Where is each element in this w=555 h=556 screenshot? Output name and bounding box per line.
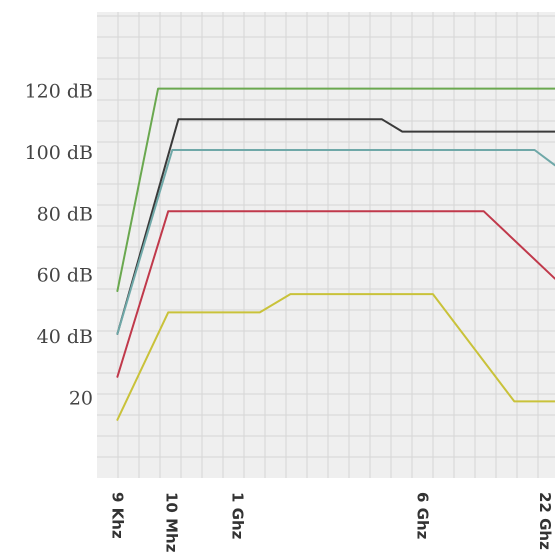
x-tick-label: 9 Khz	[108, 492, 126, 539]
series-group	[116, 87, 555, 421]
x-tick-label: 1 Ghz	[228, 492, 246, 540]
x-tick-label: 22 Ghz	[536, 492, 554, 550]
x-tick-label: 10 Mhz	[162, 492, 180, 553]
y-tick-label: 80 dB	[37, 203, 93, 225]
series-line-3	[116, 149, 555, 335]
y-tick-label: 120 dB	[25, 81, 93, 103]
plot-background	[97, 12, 555, 478]
series-line-1	[116, 87, 555, 292]
grid	[97, 12, 555, 478]
y-tick-label: 100 dB	[25, 142, 93, 164]
y-axis-ticks: 120 dB 100 dB 80 dB 60 dB 40 dB 20	[25, 81, 93, 410]
series-line-4	[116, 210, 555, 378]
series-line-5	[116, 293, 555, 421]
y-tick-label: 40 dB	[37, 326, 93, 348]
series-line-2	[116, 118, 555, 335]
y-tick-label: 20	[69, 387, 93, 409]
y-tick-label: 60 dB	[37, 265, 93, 287]
x-tick-label: 6 Ghz	[414, 492, 432, 540]
x-axis-ticks: 9 Khz 10 Mhz 1 Ghz 6 Ghz 22 Ghz	[108, 492, 553, 553]
